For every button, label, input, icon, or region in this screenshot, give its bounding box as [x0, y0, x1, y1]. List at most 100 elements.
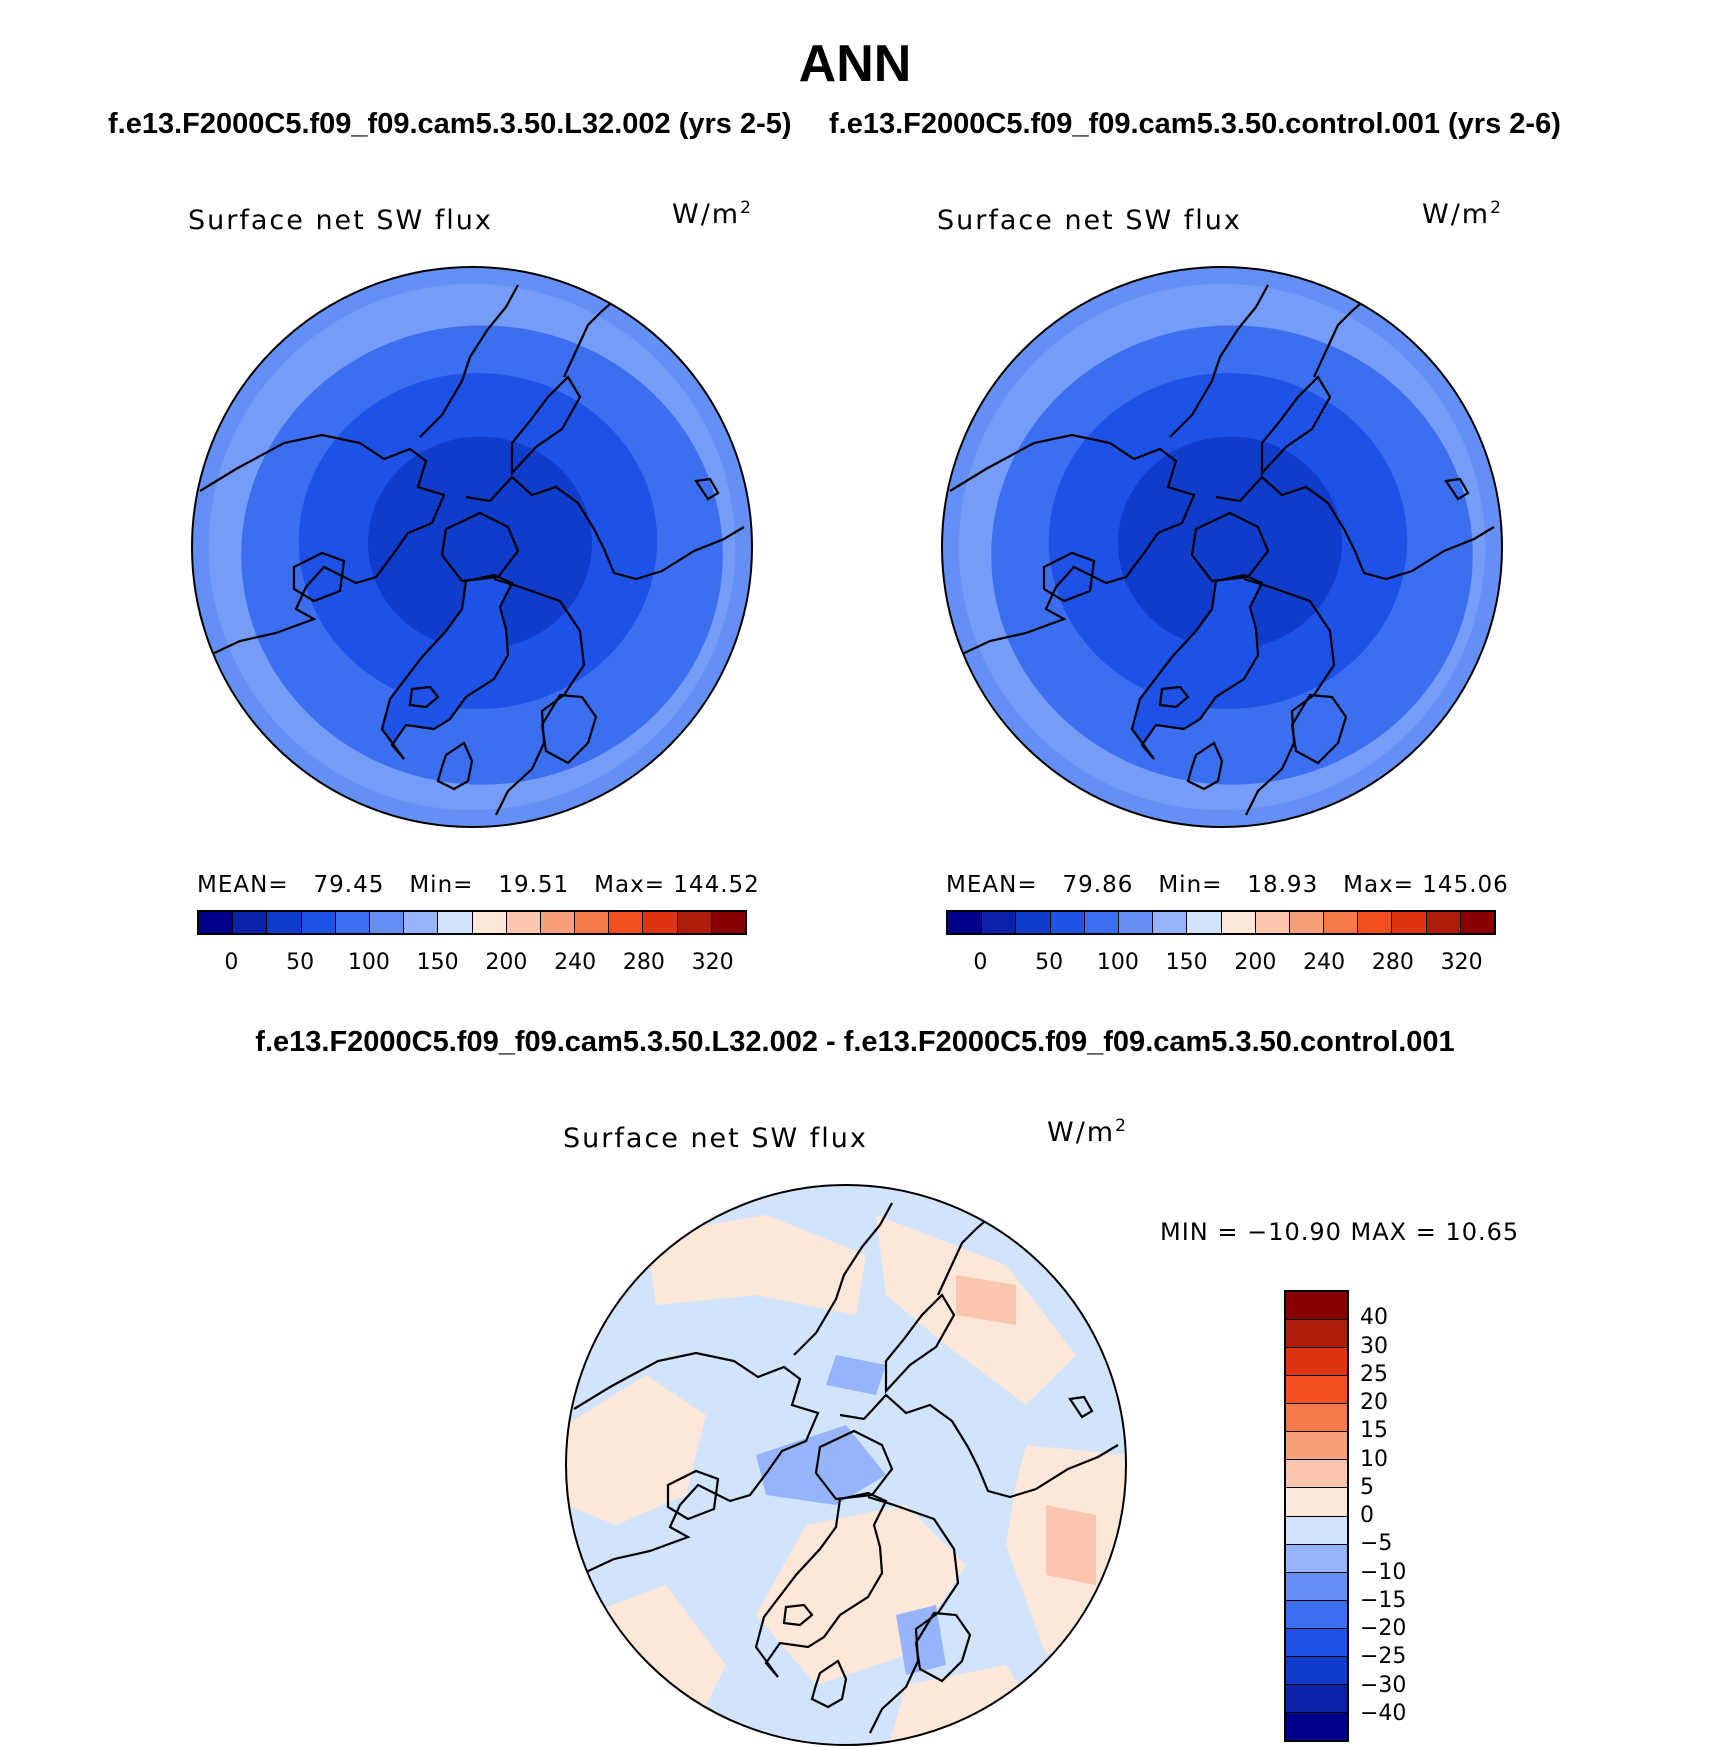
- panel1-colorbar-box: [300, 912, 335, 933]
- panel2-colorbar-box: [1459, 912, 1494, 933]
- map-boundary: [191, 266, 753, 828]
- panel3-stats: MIN = −10.90 MAX = 10.65: [1160, 1218, 1520, 1246]
- panel3-colorbar-box: [1286, 1543, 1347, 1572]
- panel2-units-sup: 2: [1490, 198, 1503, 218]
- panel3-colorbar-box: [1286, 1571, 1347, 1600]
- panel2-colorbar-box: [1288, 912, 1324, 933]
- iceland-coast: [408, 685, 440, 709]
- panel1-stats: MEAN= 79.45 Min= 19.51 Max= 144.52: [197, 872, 760, 898]
- panel1-colorbar-box: [403, 912, 438, 933]
- north-america-coast: [199, 433, 446, 656]
- chukotka-coast: [419, 284, 519, 438]
- panel2-map: [941, 266, 1503, 828]
- panel1-units: W/m2: [672, 198, 753, 230]
- british-isles-coast: [436, 741, 474, 791]
- panel2-colorbar-box: [1357, 912, 1392, 933]
- map-boundary: [565, 1184, 1127, 1746]
- panel3-colorbar-tick-label: −5: [1360, 1531, 1393, 1557]
- panel3-colorbar-tick-label: −15: [1360, 1587, 1407, 1613]
- case2-title: f.e13.F2000C5.f09_f09.cam5.3.50.control.…: [829, 108, 1561, 140]
- panel2-colorbar-ticks: 0 50 100 150 200 240 280 320: [946, 950, 1496, 980]
- iceland-coast: [1158, 685, 1190, 709]
- panel1-colorbar-box: [574, 912, 609, 933]
- panel3-colorbar-box: [1286, 1515, 1347, 1544]
- negative-anomaly-region: [896, 1605, 946, 1675]
- panel1-colorbar-tick-label: 50: [286, 950, 315, 975]
- panel1-colorbar-tick-label: 280: [622, 950, 665, 975]
- panel3-units: W/m2: [1047, 1116, 1128, 1148]
- panel2-colorbar-box: [1220, 912, 1255, 933]
- panel2-min: 18.93: [1247, 872, 1319, 898]
- greenland-field: [1132, 575, 1262, 759]
- strong-positive-anomaly-region: [956, 1275, 1016, 1325]
- panel2-colorbar-box: [1391, 912, 1426, 933]
- panel3-colorbar-tick-label: −20: [1360, 1616, 1407, 1641]
- caspian-coast: [694, 477, 720, 501]
- panel3-colorbar-box: [1286, 1711, 1347, 1740]
- siberia-coast: [1215, 475, 1495, 581]
- panel2-colorbar-box: [1015, 912, 1050, 933]
- panel2-colorbar-tick-label: 50: [1035, 950, 1064, 975]
- panel2-colorbar-tick-label: 280: [1371, 950, 1414, 975]
- panel1-colorbar-box: [199, 912, 233, 933]
- siberia-coast: [839, 1393, 1119, 1499]
- panel1-colorbar-tick-label: 200: [485, 950, 528, 975]
- negative-anomaly-region: [756, 1425, 886, 1505]
- chukotka-coast: [1169, 284, 1269, 438]
- panel1-colorbar-ticks: 0 50 100 150 200 240 280 320: [197, 950, 747, 980]
- panel3-colorbar-box: [1286, 1655, 1347, 1684]
- panel3-map: [565, 1184, 1127, 1746]
- panel1-map: [191, 266, 753, 828]
- panel2-min-label: Min=: [1158, 872, 1223, 898]
- panel2-colorbar-box: [1152, 912, 1187, 933]
- panel3-colorbar-box: [1286, 1347, 1347, 1376]
- panel3-colorbar-box: [1286, 1599, 1347, 1628]
- panel3-colorbar-tick-label: 15: [1360, 1418, 1388, 1444]
- europe-coast: [867, 1495, 960, 1734]
- siberia-coast: [465, 475, 745, 581]
- panel1-min-label: Min=: [409, 872, 474, 898]
- panel2-colorbar-box: [1254, 912, 1289, 933]
- caspian-coast: [1444, 477, 1470, 501]
- greenland-coast: [1130, 573, 1264, 760]
- panel1-mean-label: MEAN=: [197, 872, 289, 898]
- panel2-stats: MEAN= 79.86 Min= 18.93 Max= 145.06: [946, 872, 1509, 898]
- panel3-colorbar-box: [1286, 1683, 1347, 1712]
- panel1-colorbar-box: [266, 912, 301, 933]
- panel2-colorbar-tick-label: 0: [973, 950, 988, 975]
- panel3-units-base: W/m: [1047, 1117, 1116, 1148]
- panel2-colorbar-tick-label: 320: [1440, 950, 1483, 975]
- caspian-coast: [1068, 1395, 1094, 1419]
- chukotka-coast: [793, 1202, 893, 1356]
- panel3-colorbar: [1284, 1290, 1349, 1742]
- case1-title: f.e13.F2000C5.f09_f09.cam5.3.50.L32.002 …: [108, 108, 792, 140]
- panel1-colorbar-box: [334, 912, 369, 933]
- europe-coast: [493, 577, 586, 816]
- panel1-colorbar-box: [505, 912, 540, 933]
- panel2-colorbar-box: [1049, 912, 1084, 933]
- north-america-coast: [949, 433, 1196, 656]
- panel3-colorbar-tick-label: −10: [1360, 1559, 1407, 1585]
- panel3-colorbar-tick-label: −25: [1360, 1644, 1407, 1670]
- panel1-colorbar-box: [676, 912, 711, 933]
- figure-title: ANN: [798, 35, 912, 93]
- panel3-colorbar-tick-label: −40: [1360, 1700, 1407, 1726]
- hudson-bay-coast: [1042, 551, 1096, 603]
- british-isles-coast: [1186, 741, 1224, 791]
- panel1-max: 144.52: [673, 872, 760, 898]
- kamchatka-coast: [1313, 296, 1369, 378]
- panel3-colorbar-box: [1286, 1403, 1347, 1432]
- panel3-colorbar-box: [1286, 1487, 1347, 1516]
- panel3-colorbar-ticks: 40 30 25 20 15 10 5 0 −5 −10 −15 −20 −25 −30 −40: [1360, 1290, 1440, 1742]
- panel3-variable-label: Surface net SW flux: [563, 1123, 868, 1154]
- panel1-min: 19.51: [498, 872, 570, 898]
- panel2-colorbar-box: [948, 912, 982, 933]
- panel1-colorbar-tick-label: 320: [691, 950, 734, 975]
- greenland-coast: [380, 573, 514, 760]
- panel3-colorbar-tick-label: 30: [1360, 1333, 1388, 1359]
- panel1-colorbar-box: [539, 912, 575, 933]
- positive-anomaly-region: [646, 1215, 866, 1315]
- panel2-colorbar-box: [981, 912, 1016, 933]
- panel1-units-base: W/m: [672, 199, 741, 230]
- panel2-colorbar-box: [1323, 912, 1358, 933]
